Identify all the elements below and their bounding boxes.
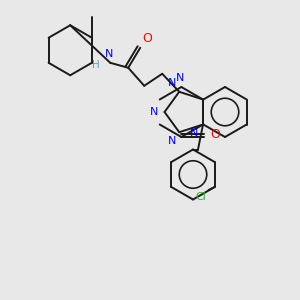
Text: N: N xyxy=(176,73,184,83)
Text: O: O xyxy=(142,32,152,45)
Text: N: N xyxy=(168,136,176,146)
Text: H: H xyxy=(92,60,100,70)
Text: Cl: Cl xyxy=(196,192,207,202)
Text: O: O xyxy=(210,128,220,142)
Text: N: N xyxy=(190,128,198,137)
Text: N: N xyxy=(105,49,113,59)
Text: N: N xyxy=(150,107,158,117)
Text: N: N xyxy=(168,78,176,88)
